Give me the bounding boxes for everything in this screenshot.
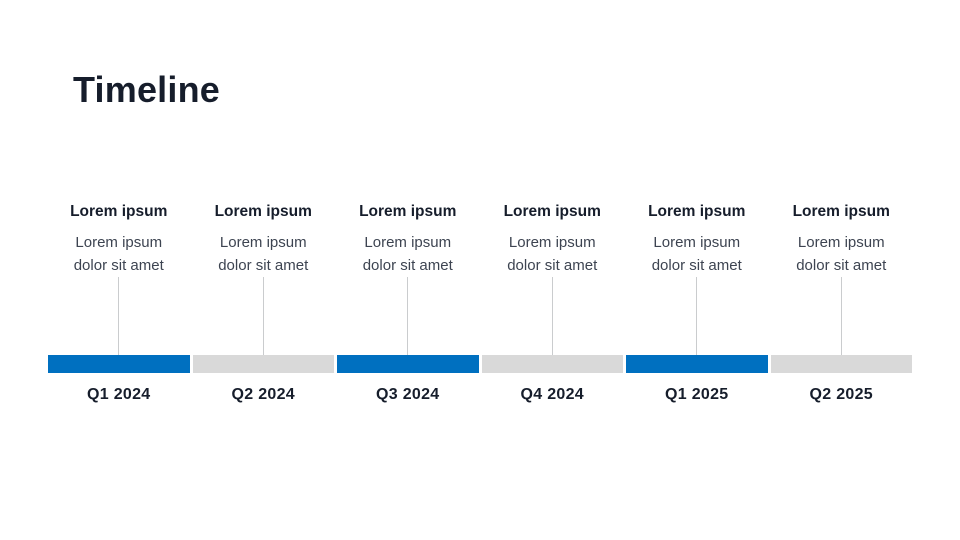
period-label: Q2 2025 <box>809 386 873 403</box>
milestone-heading: Lorem ipsum <box>359 203 457 220</box>
connector-line <box>262 277 264 355</box>
period-label: Q1 2025 <box>665 386 729 403</box>
milestone-heading: Lorem ipsum <box>70 203 168 220</box>
period-label: Q1 2024 <box>87 386 151 403</box>
milestone-heading: Lorem ipsum <box>214 203 312 220</box>
connector-line <box>840 277 842 355</box>
period-label: Q3 2024 <box>376 386 440 403</box>
timeline-bar-segment <box>192 355 334 373</box>
milestone-heading: Lorem ipsum <box>792 203 890 220</box>
milestone-column: Lorem ipsum Lorem ipsum dolor sit amet Q… <box>770 202 912 404</box>
period-label: Q4 2024 <box>520 386 584 403</box>
connector-line <box>551 277 553 355</box>
connector-line <box>118 277 120 355</box>
timeline-bar-segment <box>626 355 768 373</box>
milestone-description: Lorem ipsum dolor sit amet <box>362 234 453 274</box>
timeline-bar-segment <box>770 355 912 373</box>
timeline-diagram: Lorem ipsum Lorem ipsum dolor sit amet Q… <box>48 202 912 404</box>
timeline-bar-segment <box>481 355 623 373</box>
timeline-bar-segment <box>337 355 479 373</box>
milestone-heading: Lorem ipsum <box>648 203 746 220</box>
timeline-bar-segment <box>48 355 190 373</box>
milestone-column: Lorem ipsum Lorem ipsum dolor sit amet Q… <box>481 202 623 404</box>
connector-line <box>407 277 409 355</box>
connector-line <box>696 277 698 355</box>
milestone-heading: Lorem ipsum <box>503 203 601 220</box>
milestone-column: Lorem ipsum Lorem ipsum dolor sit amet Q… <box>192 202 334 404</box>
milestone-description: Lorem ipsum dolor sit amet <box>651 234 742 274</box>
milestone-column: Lorem ipsum Lorem ipsum dolor sit amet Q… <box>337 202 479 404</box>
period-label: Q2 2024 <box>231 386 295 403</box>
milestone-description: Lorem ipsum dolor sit amet <box>218 234 309 274</box>
milestone-description: Lorem ipsum dolor sit amet <box>73 234 164 274</box>
milestone-column: Lorem ipsum Lorem ipsum dolor sit amet Q… <box>626 202 768 404</box>
slide-title: Timeline <box>73 69 220 110</box>
milestone-description: Lorem ipsum dolor sit amet <box>507 234 598 274</box>
milestone-column: Lorem ipsum Lorem ipsum dolor sit amet Q… <box>48 202 190 404</box>
milestone-description: Lorem ipsum dolor sit amet <box>796 234 887 274</box>
